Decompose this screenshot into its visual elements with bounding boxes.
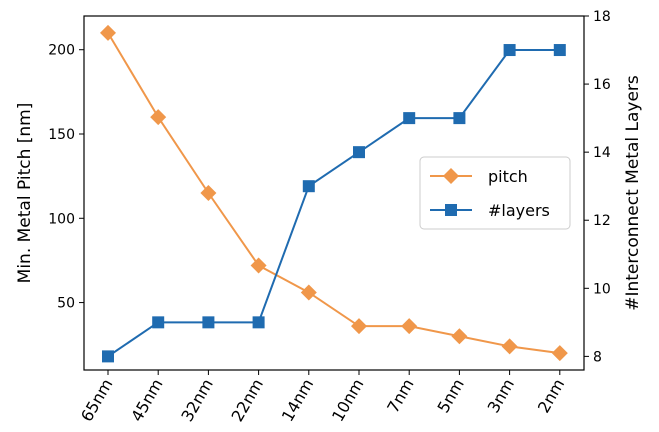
y-axis-left: 50 100 150 200: [48, 43, 84, 312]
y-right-tick-label: 10: [593, 281, 611, 297]
data-point-layers: [102, 350, 114, 363]
data-point-layers: [252, 316, 265, 329]
data-point-pitch: [451, 328, 468, 345]
data-point-layers: [553, 44, 566, 57]
y-right-tick-label: 16: [593, 77, 611, 93]
y-left-tick-label: 100: [48, 211, 75, 227]
legend-marker: [443, 168, 459, 184]
series-layer: [100, 24, 568, 363]
x-tick-label: 5nm: [433, 376, 467, 417]
y-right-tick-label: 8: [593, 349, 602, 365]
legend-label: #layers: [488, 201, 550, 220]
data-point-pitch: [401, 318, 418, 335]
x-tick-label: 32nm: [177, 376, 217, 425]
x-tick-label: 45nm: [127, 376, 167, 425]
legend-label: pitch: [488, 167, 528, 186]
data-point-layers: [453, 112, 466, 125]
legend: pitch #layers: [419, 156, 571, 230]
x-tick-label: 3nm: [484, 376, 518, 417]
y-axis-right: 8 10 12 14 16 18: [584, 9, 611, 365]
data-point-layers: [302, 180, 315, 193]
y-left-tick-label: 50: [57, 296, 75, 312]
y-right-tick-label: 12: [593, 213, 611, 229]
x-tick-label: 14nm: [278, 376, 318, 425]
x-tick-label: 22nm: [228, 376, 268, 425]
y-axis-right-title: #Interconnect Metal Layers: [623, 75, 643, 311]
data-point-pitch: [250, 257, 267, 274]
data-point-layers: [403, 112, 416, 125]
data-point-pitch: [300, 284, 317, 301]
data-point-layers: [503, 44, 516, 57]
legend-marker: [445, 204, 457, 216]
y-left-tick-label: 200: [48, 43, 75, 59]
data-point-pitch: [150, 109, 167, 126]
y-axis-left-title: Min. Metal Pitch [nm]: [15, 103, 35, 284]
y-right-tick-label: 14: [593, 145, 611, 161]
series-line-pitch: [107, 32, 560, 355]
x-tick-label: 7nm: [383, 376, 417, 417]
x-axis: 65nm 45nm 32nm 22nm 14nm 10nm 7nm 5nm 3nm 2nm: [77, 370, 568, 425]
x-tick-label: 65nm: [77, 376, 117, 425]
data-point-layers: [202, 316, 215, 329]
x-tick-label: 10nm: [328, 376, 368, 425]
x-tick-label: 2nm: [534, 376, 568, 417]
data-point-pitch: [351, 318, 367, 335]
y-left-tick-label: 150: [48, 127, 75, 143]
data-point-layers: [152, 316, 165, 329]
data-point-pitch: [200, 185, 217, 201]
data-point-pitch: [501, 338, 518, 355]
y-right-tick-label: 18: [593, 9, 611, 25]
data-point-pitch: [100, 24, 116, 41]
series-line-layers: [107, 49, 560, 358]
data-point-layers: [353, 146, 365, 159]
data-point-pitch: [551, 345, 568, 362]
